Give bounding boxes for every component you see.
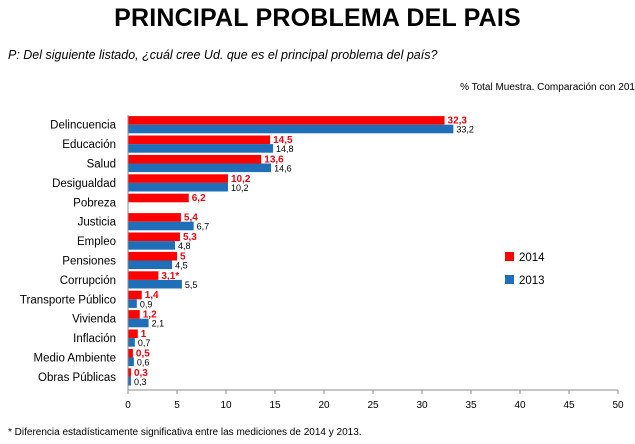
x-tick-label: 20 — [318, 400, 330, 411]
x-tick-label: 50 — [612, 400, 624, 411]
bar-2013 — [128, 221, 194, 231]
category-label: Desigualdad — [52, 178, 116, 190]
bar-2014 — [128, 116, 445, 125]
data-label-2014: 32,3 — [448, 116, 468, 127]
bar-2014 — [128, 193, 189, 203]
category-label: Pensiones — [62, 256, 116, 268]
bar-2013 — [128, 357, 134, 367]
bar-2014 — [128, 213, 181, 222]
data-label-2013: 0,7 — [138, 338, 151, 348]
data-label-2013: 14,8 — [276, 144, 294, 154]
data-label-2014: 13,6 — [264, 154, 284, 165]
category-label: Corrupción — [60, 275, 116, 287]
bar-2014 — [128, 174, 228, 183]
chart-subtitle: % Total Muestra. Comparación con 201 — [460, 82, 635, 93]
data-label-2014: 1,2 — [143, 310, 157, 321]
bar-2014 — [128, 290, 142, 300]
category-label: Salud — [87, 159, 116, 171]
data-label-2013: 10,2 — [231, 183, 249, 193]
data-label-2014: 0,5 — [136, 348, 150, 359]
bar-2014 — [128, 368, 131, 377]
data-label-2014: 1,4 — [145, 290, 159, 301]
bar-2014 — [128, 348, 133, 358]
bar-2013 — [128, 338, 135, 347]
x-tick-label: 25 — [367, 400, 379, 411]
x-tick-label: 0 — [125, 400, 131, 411]
bar-2013 — [128, 124, 454, 134]
category-label: Transporte Público — [20, 294, 116, 306]
category-label: Empleo — [77, 236, 116, 248]
footnote: * Diferencia estadísticamente significat… — [8, 427, 362, 438]
category-label: Delincuencia — [50, 120, 116, 132]
x-tick-label: 45 — [563, 400, 575, 411]
category-label: Obras Públicas — [38, 372, 116, 384]
category-label: Medio Ambiente — [34, 353, 116, 365]
x-tick-label: 5 — [174, 400, 180, 411]
x-tick-label: 30 — [416, 400, 428, 411]
data-label-2014: 6,2 — [192, 193, 206, 204]
data-label-2014: 14,5 — [273, 135, 293, 146]
data-label-2013: 4,5 — [175, 261, 188, 271]
bar-2014 — [128, 232, 180, 242]
category-label: Pobreza — [73, 197, 116, 209]
category-label: Educación — [62, 139, 116, 151]
data-label-2013: 6,7 — [197, 222, 210, 232]
data-label-2014: 1 — [141, 329, 147, 340]
bar-2014 — [128, 251, 177, 261]
bar-2013 — [128, 260, 173, 270]
data-label-2013: 14,6 — [274, 164, 292, 174]
data-label-2013: 33,2 — [456, 125, 474, 135]
x-tick-label: 10 — [220, 400, 232, 411]
data-label-2014: 5 — [180, 251, 186, 262]
bar-2013 — [128, 279, 182, 289]
bar-2013 — [128, 376, 131, 386]
legend-swatch-2014 — [505, 252, 514, 261]
x-tick-label: 40 — [514, 400, 526, 411]
bar-2013 — [128, 144, 274, 153]
chart-title: PRINCIPAL PROBLEMA DEL PAIS — [114, 4, 521, 32]
data-label-2013: 0,9 — [140, 299, 153, 309]
bar-2013 — [128, 241, 176, 250]
bar-2014 — [128, 310, 140, 319]
category-label: Vivienda — [72, 314, 117, 326]
data-label-2014: 3,1* — [161, 271, 179, 282]
bar-2014 — [128, 135, 271, 145]
legend-swatch-2013 — [505, 275, 514, 284]
survey-question: P: Del siguiente listado, ¿cuál cree Ud.… — [8, 48, 438, 62]
data-label-2013: 0,6 — [137, 358, 150, 368]
data-label-2013: 4,8 — [178, 241, 191, 251]
bar-2013 — [128, 163, 272, 173]
data-label-2014: 10,2 — [231, 174, 251, 185]
data-label-2013: 5,5 — [185, 280, 198, 290]
category-label: Justicia — [78, 217, 117, 229]
bar-2014 — [128, 154, 262, 164]
data-label-2013: 2,1 — [152, 319, 165, 329]
data-label-2014: 5,4 — [184, 213, 198, 224]
bar-2014 — [128, 329, 138, 339]
category-label: Inflación — [73, 333, 116, 345]
bar-2013 — [128, 299, 137, 308]
bar-2013 — [128, 182, 228, 192]
legend-label-2013: 2013 — [519, 275, 545, 287]
bar-2013 — [128, 318, 149, 328]
bar-2014 — [128, 271, 159, 280]
data-label-2014: 5,3 — [183, 232, 197, 243]
x-tick-label: 15 — [269, 400, 281, 411]
x-tick-label: 35 — [465, 400, 477, 411]
data-label-2014: 0,3 — [134, 368, 148, 379]
data-label-2013: 0,3 — [134, 377, 147, 387]
legend-label-2014: 2014 — [519, 252, 545, 264]
